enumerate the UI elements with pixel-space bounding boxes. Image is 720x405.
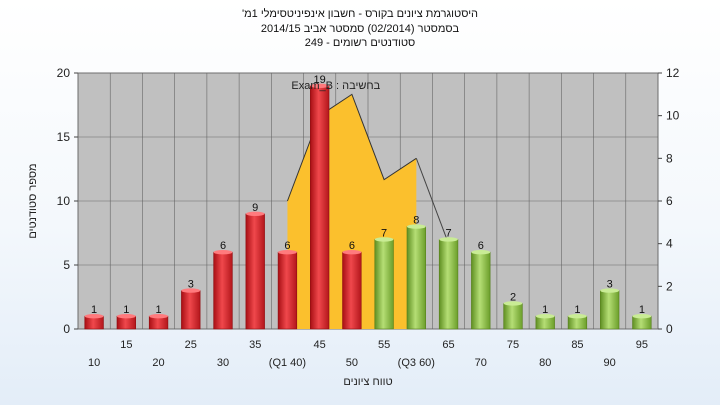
histogram-bar-cap bbox=[278, 250, 297, 255]
chart-title-line-3: סטודנטים רשומים - 249 bbox=[304, 37, 416, 49]
histogram-bar-cap bbox=[116, 314, 136, 319]
x-axis-tick-label: (Q1 40) bbox=[269, 357, 306, 369]
histogram-bar bbox=[310, 85, 330, 330]
bar-data-label: 6 bbox=[220, 240, 226, 252]
x-axis-tick-label: 50 bbox=[346, 357, 358, 369]
bar-data-label: 1 bbox=[155, 304, 161, 316]
x-axis-tick-label: (Q3 60) bbox=[398, 357, 435, 369]
histogram-bar bbox=[406, 226, 426, 330]
bar-data-label: 2 bbox=[510, 291, 516, 303]
histogram-bar-cap bbox=[632, 314, 652, 319]
bar-data-label: 8 bbox=[413, 215, 419, 227]
histogram-bar-cap bbox=[310, 83, 330, 89]
bar-data-label: 1 bbox=[91, 304, 97, 316]
histogram-bar-cap bbox=[535, 314, 555, 319]
bar-data-label: 7 bbox=[445, 227, 451, 239]
histogram-bar bbox=[374, 239, 394, 330]
y-axis-tick-label: 10 bbox=[57, 194, 71, 208]
histogram-bar-cap bbox=[439, 237, 458, 242]
histogram-bar-cap bbox=[342, 250, 362, 255]
y2-axis-tick-label: 0 bbox=[666, 322, 673, 336]
histogram-bar bbox=[277, 251, 298, 330]
histogram-bar bbox=[503, 303, 523, 330]
histogram-bar bbox=[181, 290, 201, 330]
histogram-bar bbox=[600, 290, 620, 330]
histogram-bar bbox=[213, 251, 233, 330]
x-axis-tick-label: 10 bbox=[88, 357, 100, 369]
bar-data-label: 19 bbox=[314, 74, 326, 86]
x-axis-tick-label: 35 bbox=[249, 339, 261, 351]
series2-outline bbox=[286, 93, 417, 202]
histogram-bar-cap bbox=[245, 211, 265, 216]
histogram-bar-cap bbox=[84, 314, 104, 319]
bar-data-label: 6 bbox=[478, 240, 484, 252]
histogram-bar-cap bbox=[374, 237, 394, 242]
x-axis-tick-label: 80 bbox=[539, 357, 551, 369]
histogram-bar bbox=[342, 251, 362, 330]
y2-axis-tick-label: 8 bbox=[666, 151, 673, 165]
y2-axis-tick-label: 12 bbox=[666, 66, 680, 80]
x-axis-tick-label: 55 bbox=[378, 339, 390, 351]
y2-axis-tick-label: 6 bbox=[666, 194, 673, 208]
x-axis-title: טווח ציונים bbox=[343, 376, 392, 388]
x-axis-tick-label: 30 bbox=[217, 357, 229, 369]
bar-data-label: 6 bbox=[349, 240, 355, 252]
histogram-bar-cap bbox=[149, 314, 168, 319]
x-axis-tick-label: 70 bbox=[475, 357, 487, 369]
bar-data-label: 1 bbox=[542, 304, 548, 316]
x-axis-tick-label: 85 bbox=[571, 339, 583, 351]
x-axis-tick-label: 65 bbox=[442, 339, 454, 351]
bar-data-label: 7 bbox=[381, 227, 387, 239]
histogram-bar bbox=[245, 213, 265, 330]
x-axis-tick-label: 95 bbox=[636, 339, 648, 351]
y2-axis-tick-label: 4 bbox=[666, 237, 673, 251]
series2-trend-line bbox=[415, 158, 450, 244]
chart-title-line-1: היסטוגרמת ציונים בקורס - חשבון אינפיניטס… bbox=[241, 8, 479, 20]
y-axis-title: מספר סטודנטים bbox=[27, 163, 39, 238]
y-axis-tick-label: 15 bbox=[57, 130, 71, 144]
histogram-bar-cap bbox=[503, 301, 523, 306]
bar-data-label: 1 bbox=[574, 304, 580, 316]
x-axis-tick-label: 25 bbox=[185, 339, 197, 351]
bar-data-label: 6 bbox=[284, 240, 290, 252]
x-axis-tick-label: 15 bbox=[120, 339, 132, 351]
histogram-bar-cap bbox=[568, 314, 587, 319]
y-axis-tick-label: 5 bbox=[63, 258, 70, 272]
chart-title-line-2: בסמסטר (02/2014) סמסטר אביב 2014/15 bbox=[260, 23, 460, 35]
series2-legend-label: Exam_B : בחשיבה bbox=[291, 80, 380, 92]
bar-data-label: 9 bbox=[252, 202, 258, 214]
bar-data-label: 1 bbox=[639, 304, 645, 316]
histogram-bar-cap bbox=[213, 250, 233, 255]
histogram-bar-cap bbox=[406, 224, 426, 229]
bar-data-label: 3 bbox=[607, 279, 613, 291]
histogram-bar-cap bbox=[600, 288, 620, 293]
histogram-bar bbox=[438, 239, 459, 330]
x-axis-tick-label: 75 bbox=[507, 339, 519, 351]
histogram-bar bbox=[471, 251, 491, 330]
x-axis-tick-label: 90 bbox=[604, 357, 616, 369]
x-axis-tick-label: 45 bbox=[314, 339, 326, 351]
histogram-bar-cap bbox=[471, 250, 491, 255]
y-axis-tick-label: 0 bbox=[63, 322, 70, 336]
y2-axis-tick-label: 10 bbox=[666, 109, 680, 123]
y2-axis-tick-label: 2 bbox=[666, 279, 673, 293]
y-axis-tick-label: 20 bbox=[57, 66, 71, 80]
histogram-bar-cap bbox=[181, 288, 201, 293]
bar-data-label: 1 bbox=[123, 304, 129, 316]
bar-data-label: 3 bbox=[188, 279, 194, 291]
x-axis-tick-label: 20 bbox=[152, 357, 164, 369]
